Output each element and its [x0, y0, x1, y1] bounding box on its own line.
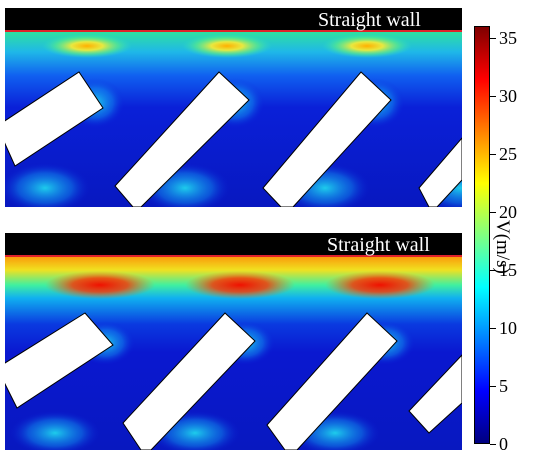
velocity-contour-top: Straight wall [5, 8, 462, 207]
colorbar-tick-label: 0 [499, 434, 508, 454]
colorbar-tick [490, 444, 496, 445]
wall-edge-bottom [5, 255, 462, 257]
rib-top-2 [114, 71, 250, 207]
wall-label-top: Straight wall [318, 9, 421, 31]
velocity-peak-top-3 [322, 34, 412, 58]
colorbar-tick [490, 153, 496, 155]
rib-top-1 [5, 71, 104, 167]
rib-bottom-3 [266, 312, 398, 450]
wall-edge-top [5, 30, 462, 32]
colorbar-tick-label: 35 [499, 27, 517, 48]
velocity-peak-bottom-3 [325, 271, 435, 299]
velocity-peak-top-1 [42, 34, 132, 58]
straight-wall-bottom [5, 233, 462, 255]
rib-bottom-2 [122, 312, 256, 450]
colorbar-tick [490, 385, 496, 387]
colorbar-tick [490, 37, 496, 39]
rib-top-3 [262, 71, 392, 207]
rib-bottom-4 [408, 354, 462, 434]
velocity-peak-bottom-2 [185, 271, 295, 299]
colorbar-tick [490, 95, 496, 97]
colorbar-tick [490, 211, 496, 213]
straight-wall-top [5, 8, 462, 30]
velocity-peak-top-2 [182, 34, 272, 58]
colorbar-tick-label: 10 [499, 317, 517, 338]
colorbar-tick [490, 269, 496, 271]
colorbar-tick-label: 5 [499, 375, 508, 396]
rib-top-4 [418, 137, 462, 207]
colorbar-tick-label: 25 [499, 143, 517, 164]
contour-plot-top [5, 8, 462, 207]
colorbar-tick-label: 30 [499, 85, 517, 106]
colorbar-tick [490, 327, 496, 329]
colorbar-title: V(m/s) [492, 220, 513, 274]
velocity-contour-bottom: Straight wall [5, 233, 462, 450]
jet-region [5, 163, 90, 207]
wall-label-bottom: Straight wall [327, 234, 430, 256]
colorbar [474, 26, 490, 444]
jet-region [10, 411, 100, 450]
colorbar-tick-label: 15 [499, 259, 517, 280]
velocity-peak-bottom-1 [45, 271, 155, 299]
contour-plot-bottom [5, 233, 462, 450]
rib-bottom-1 [5, 312, 114, 409]
colorbar-tick-label: 20 [499, 201, 517, 222]
